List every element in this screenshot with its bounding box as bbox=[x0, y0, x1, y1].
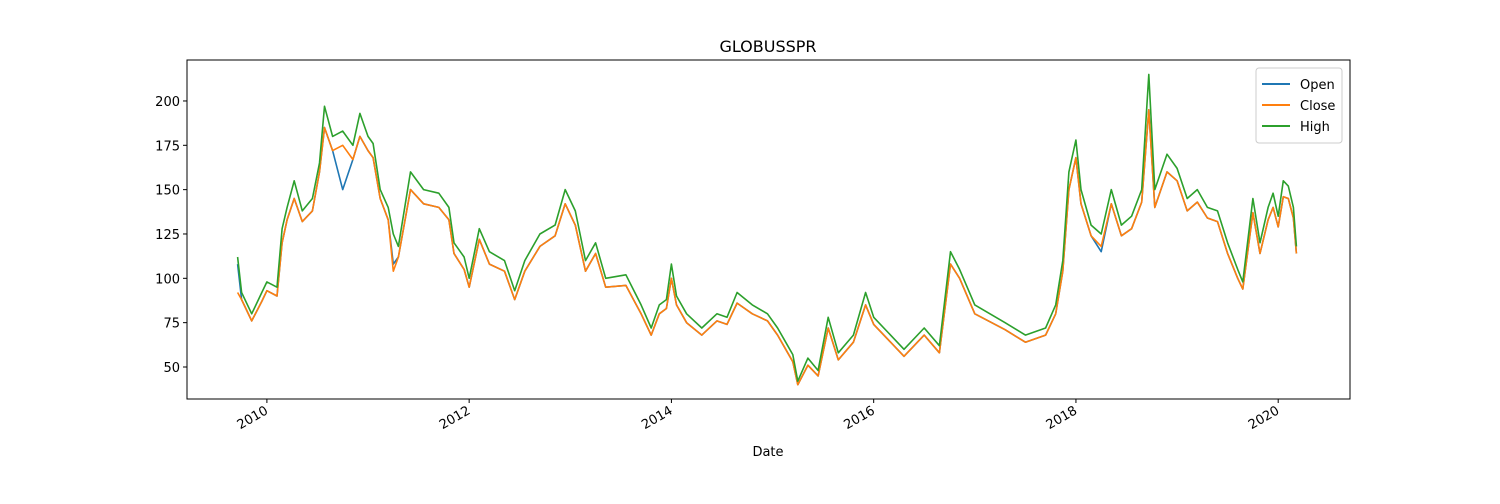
y-tick-label: 150 bbox=[155, 184, 180, 199]
y-tick-label: 175 bbox=[155, 139, 180, 154]
x-tick-label: 2012 bbox=[437, 403, 473, 433]
x-tick-label: 2020 bbox=[1246, 403, 1282, 433]
y-tick-label: 125 bbox=[155, 228, 180, 243]
chart-title: GLOBUSSPR bbox=[719, 37, 816, 56]
legend-label: High bbox=[1300, 120, 1330, 135]
series-line bbox=[236, 73, 1298, 382]
legend-box bbox=[1255, 67, 1343, 144]
x-tick-label: 2014 bbox=[639, 403, 675, 433]
y-tick-label: 200 bbox=[155, 95, 180, 110]
series-line bbox=[236, 109, 1298, 386]
x-tick-label: 2016 bbox=[842, 403, 878, 433]
x-axis-label: Date bbox=[752, 445, 783, 460]
legend-label: Close bbox=[1300, 99, 1335, 114]
x-tick-label: 2018 bbox=[1044, 403, 1080, 433]
y-tick-label: 100 bbox=[155, 272, 180, 287]
y-tick-label: 75 bbox=[163, 317, 180, 332]
axes-frame bbox=[186, 59, 1351, 400]
legend-label: Open bbox=[1300, 78, 1335, 93]
series-line bbox=[236, 109, 1298, 386]
x-tick-label: 2010 bbox=[235, 403, 271, 433]
y-tick-label: 50 bbox=[163, 361, 180, 376]
